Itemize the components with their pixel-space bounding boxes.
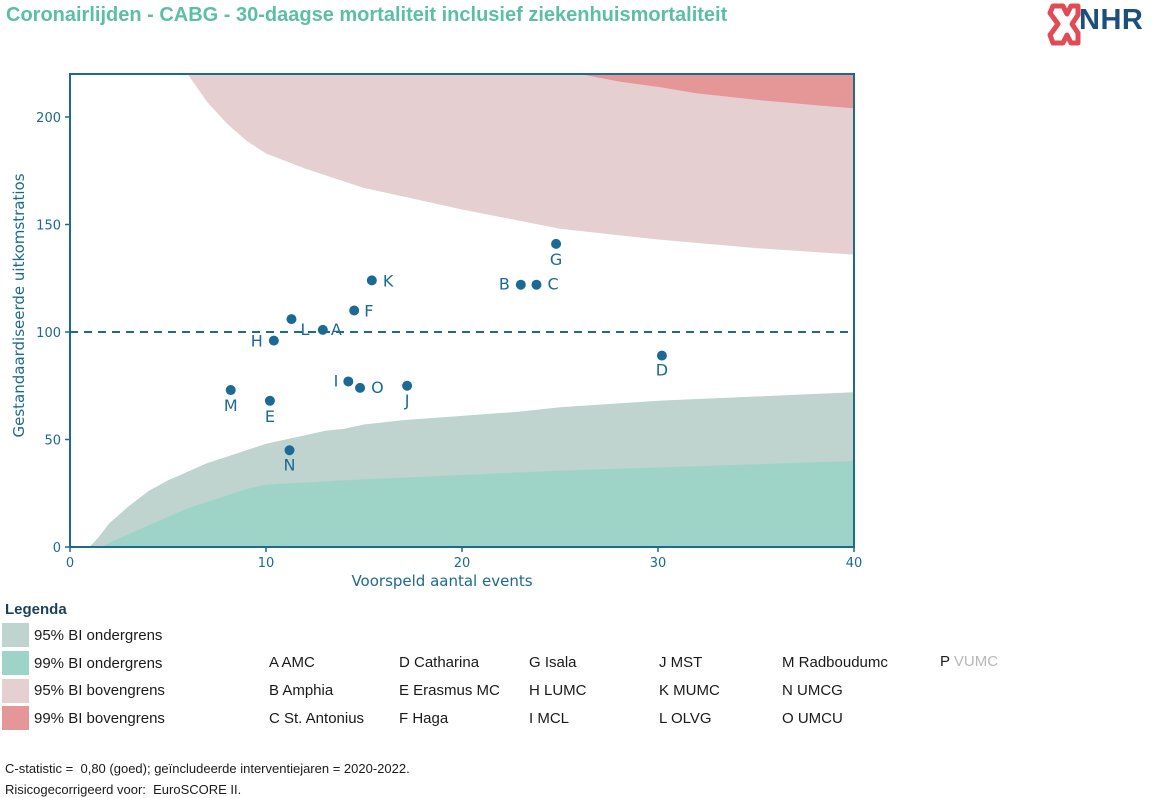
data-point-K — [366, 275, 377, 286]
y-tick-label: 0 — [53, 541, 61, 556]
data-point-G — [551, 238, 562, 249]
nhr-logo — [1047, 3, 1081, 46]
hospital-M: M Radboudumc — [782, 654, 888, 671]
band-95-upper — [187, 74, 854, 255]
legend-label-95-upper: 95% BI bovengrens — [34, 682, 165, 699]
hospital-C: C St. Antonius — [269, 710, 365, 727]
footer-statistic: C-statistic = 0,80 (goed); geïncludeerde… — [5, 761, 410, 776]
point-label-I: I — [334, 371, 339, 390]
data-point-I — [343, 376, 354, 387]
data-point-O — [355, 382, 366, 393]
x-axis-label: Voorspeld aantal events — [351, 572, 532, 590]
footer-risk-adjustment: Risicogecorrigeerd voor: EuroSCORE II. — [5, 782, 242, 797]
point-label-L: L — [300, 320, 309, 339]
hospital-P-letter: P — [940, 653, 950, 670]
point-label-K: K — [383, 271, 394, 290]
hospital-G: G Isala — [529, 654, 577, 671]
data-point-D — [656, 350, 667, 361]
hospital-N: N UMCG — [782, 682, 843, 699]
logo-text: NHR — [1079, 4, 1144, 36]
legend-swatch-99-lower — [2, 651, 29, 675]
point-label-D: D — [656, 361, 668, 380]
hospital-B: B Amphia — [269, 682, 334, 699]
data-point-M — [225, 385, 236, 396]
scatter-chart: 0 10 20 30 40 0 50 100 150 200 Voorspeld aantal ev… — [10, 73, 863, 590]
hospital-P: P VUMC — [940, 653, 998, 670]
point-label-C: C — [547, 275, 558, 294]
y-tick-label: 100 — [36, 326, 61, 341]
y-axis-label: Gestandaardiseerde uitkomstratios — [10, 173, 28, 437]
hospital-O: O UMCU — [782, 710, 843, 727]
point-label-B: B — [499, 275, 510, 294]
point-label-E: E — [265, 407, 275, 426]
point-label-O: O — [371, 378, 384, 397]
legend-label-95-lower: 95% BI ondergrens — [34, 627, 163, 644]
y-tick-label: 150 — [36, 219, 61, 234]
legend-label-99-lower: 99% BI ondergrens — [34, 655, 163, 672]
legend-swatch-95-lower — [2, 623, 29, 647]
legend-title: Legenda — [5, 601, 67, 618]
data-point-C — [531, 279, 542, 290]
data-point-N — [284, 445, 295, 456]
data-point-E — [264, 395, 275, 406]
y-tick-label: 200 — [36, 111, 61, 126]
point-label-M: M — [224, 396, 238, 415]
band-99-lower — [101, 461, 854, 547]
x-tick-label: 40 — [846, 556, 863, 571]
point-label-F: F — [364, 302, 373, 321]
nhr-logo-mark-icon — [1047, 3, 1081, 46]
data-point-A — [317, 324, 328, 335]
data-point-L — [286, 314, 297, 325]
hospital-A: A AMC — [269, 654, 315, 671]
x-tick-label: 30 — [650, 556, 667, 571]
hospital-E: E Erasmus MC — [399, 682, 500, 699]
chart-title: Coronairlijden - CABG - 30-daagse mortal… — [6, 4, 728, 26]
data-point-F — [349, 305, 360, 316]
legend-label-99-upper: 99% BI bovengrens — [34, 710, 165, 727]
point-label-N: N — [284, 455, 296, 474]
band-99-upper — [579, 74, 854, 109]
legend-swatch-95-upper — [2, 679, 29, 703]
point-label-H: H — [251, 332, 263, 351]
hospital-F: F Haga — [399, 710, 449, 727]
hospital-K: K MUMC — [659, 682, 720, 699]
data-point-J — [402, 380, 413, 391]
point-label-A: A — [331, 320, 342, 339]
hospital-D: D Catharina — [399, 654, 480, 671]
hospital-H: H LUMC — [529, 682, 587, 699]
x-tick-label: 10 — [258, 556, 275, 571]
y-tick-label: 50 — [44, 434, 61, 449]
point-label-J: J — [404, 391, 410, 410]
legend-swatch-99-upper — [2, 706, 29, 730]
hospital-J: J MST — [659, 654, 703, 671]
data-point-H — [268, 335, 279, 346]
hospital-P-name: VUMC — [953, 653, 999, 670]
data-point-B — [515, 279, 526, 290]
x-tick-label: 20 — [454, 556, 471, 571]
x-tick-label: 0 — [66, 556, 74, 571]
hospital-L: L OLVG — [659, 710, 712, 727]
hospital-I: I MCL — [529, 710, 570, 727]
point-label-G: G — [550, 250, 562, 269]
